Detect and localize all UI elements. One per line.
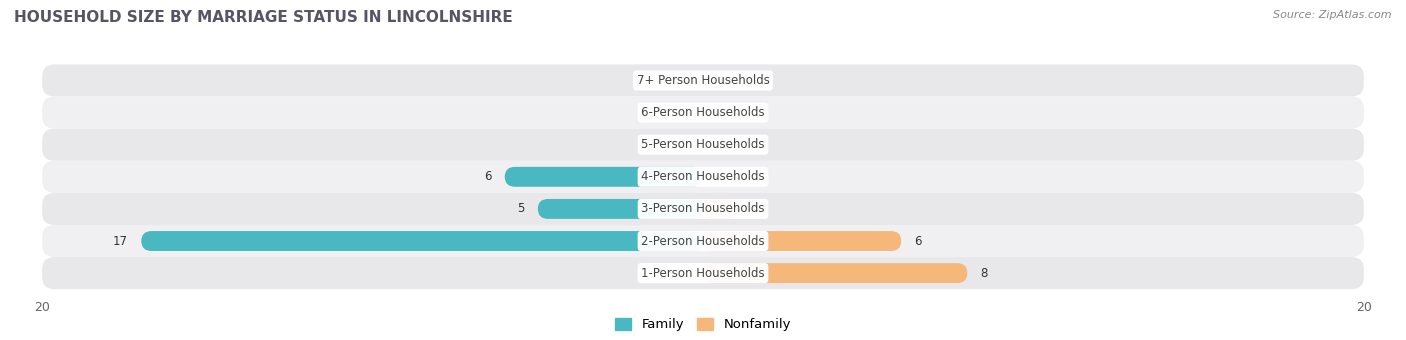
FancyBboxPatch shape <box>42 64 1364 97</box>
Text: 6: 6 <box>914 235 922 248</box>
Text: 2-Person Households: 2-Person Households <box>641 235 765 248</box>
Text: 8: 8 <box>980 267 988 279</box>
FancyBboxPatch shape <box>141 231 703 251</box>
FancyBboxPatch shape <box>42 161 1364 193</box>
Text: 5: 5 <box>517 202 524 216</box>
Text: 4-Person Households: 4-Person Households <box>641 170 765 183</box>
Text: HOUSEHOLD SIZE BY MARRIAGE STATUS IN LINCOLNSHIRE: HOUSEHOLD SIZE BY MARRIAGE STATUS IN LIN… <box>14 10 513 25</box>
Text: 6-Person Households: 6-Person Households <box>641 106 765 119</box>
Text: 7+ Person Households: 7+ Person Households <box>637 74 769 87</box>
FancyBboxPatch shape <box>42 225 1364 257</box>
FancyBboxPatch shape <box>703 231 901 251</box>
Text: 17: 17 <box>112 235 128 248</box>
Text: 0: 0 <box>720 170 727 183</box>
FancyBboxPatch shape <box>505 167 703 187</box>
Text: 0: 0 <box>679 267 686 279</box>
FancyBboxPatch shape <box>703 199 737 219</box>
Text: 0: 0 <box>720 106 727 119</box>
Text: 1-Person Households: 1-Person Households <box>641 267 765 279</box>
FancyBboxPatch shape <box>42 97 1364 129</box>
Text: Source: ZipAtlas.com: Source: ZipAtlas.com <box>1274 10 1392 20</box>
Text: 1: 1 <box>749 202 756 216</box>
Text: 5-Person Households: 5-Person Households <box>641 138 765 151</box>
Legend: Family, Nonfamily: Family, Nonfamily <box>610 313 796 337</box>
Text: 0: 0 <box>679 138 686 151</box>
FancyBboxPatch shape <box>703 263 967 283</box>
Text: 3-Person Households: 3-Person Households <box>641 202 765 216</box>
FancyBboxPatch shape <box>42 193 1364 225</box>
FancyBboxPatch shape <box>42 129 1364 161</box>
Text: 6: 6 <box>484 170 492 183</box>
FancyBboxPatch shape <box>537 199 703 219</box>
Text: 0: 0 <box>720 138 727 151</box>
Text: 0: 0 <box>679 106 686 119</box>
Text: 0: 0 <box>720 74 727 87</box>
FancyBboxPatch shape <box>42 257 1364 289</box>
Text: 0: 0 <box>679 74 686 87</box>
